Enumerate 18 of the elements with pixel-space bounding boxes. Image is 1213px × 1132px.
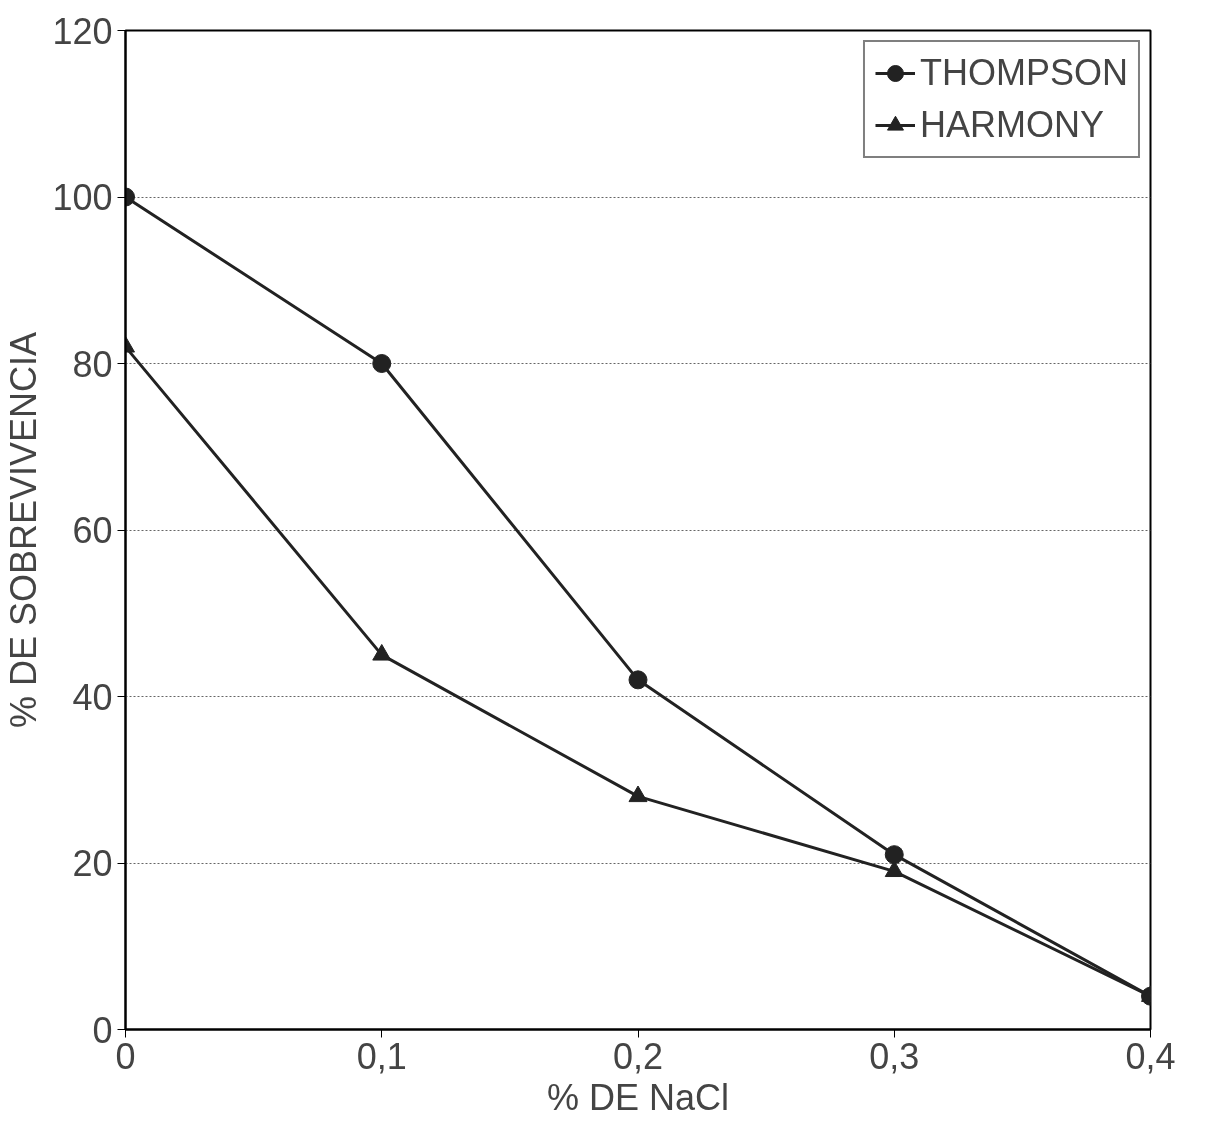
x-tick-label: 0,3 [869,1035,920,1077]
y-tick-label: 40 [72,676,113,718]
point [372,643,392,661]
x-tick-label: 0,4 [1125,1035,1176,1077]
x-tick-label: 0,1 [356,1035,407,1077]
y-tick-label: 80 [72,343,113,385]
point [884,860,904,878]
y-tick-label: 0 [92,1009,113,1051]
x-axis-title: % DE NaCl [546,1076,730,1118]
legend-label: HARMONY [919,104,1104,146]
y-tick-label: 100 [52,177,113,218]
y-tick-label: 60 [72,510,113,551]
point [628,785,648,803]
y-tick-label: 20 [72,843,113,884]
x-tick-label: 0,2 [612,1035,664,1077]
legend-label: THOMPSON [919,52,1128,94]
y-axis-title: % DE SOBREVIVENCIA [3,331,45,729]
y-tick-label: 120 [52,10,113,52]
